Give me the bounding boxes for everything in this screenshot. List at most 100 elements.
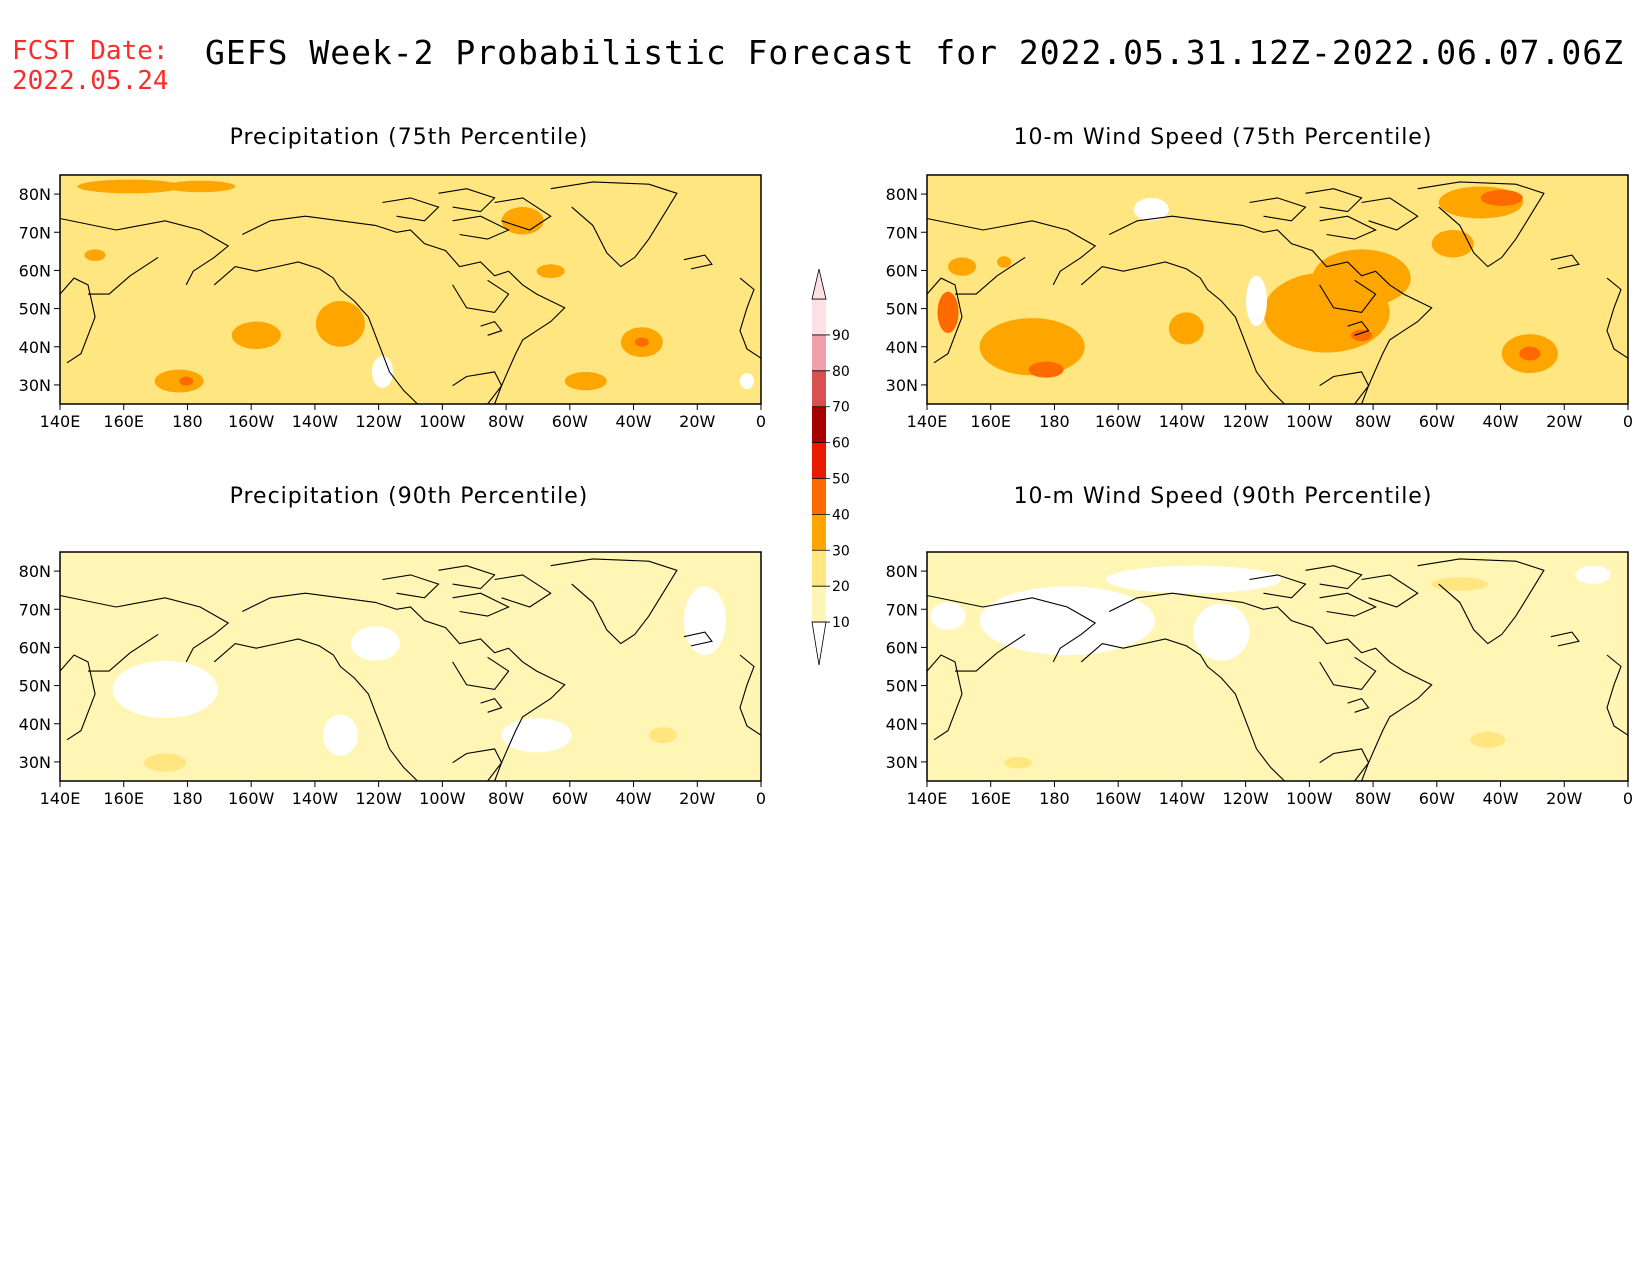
- lon-tick-label: 20W: [1546, 412, 1582, 431]
- coastline: [1550, 254, 1580, 270]
- lon-tick-label: 180: [172, 412, 203, 431]
- lat-tick-label: 80N: [19, 185, 51, 204]
- lon-tick-label: 0: [756, 789, 766, 808]
- coastline: [1417, 558, 1545, 645]
- unshaded-region: [930, 602, 966, 630]
- lat-tick-label: 70N: [19, 600, 51, 619]
- coastline: [452, 279, 510, 313]
- coastline: [213, 261, 418, 405]
- colorbar-label: 60: [832, 436, 850, 452]
- lat-tick-label: 80N: [886, 562, 918, 581]
- lat-tick-label: 30N: [19, 753, 51, 772]
- shaded-region: [948, 257, 977, 276]
- shaded-region: [1004, 756, 1033, 769]
- lon-tick-label: 120W: [1222, 412, 1269, 431]
- coastline: [1249, 574, 1307, 599]
- lon-tick-label: 120W: [1222, 789, 1269, 808]
- lon-tick-label: 180: [1039, 789, 1070, 808]
- shaded-region: [477, 565, 653, 585]
- panel-title-wind75: 10-m Wind Speed (75th Percentile): [1013, 125, 1433, 150]
- coastline: [1347, 697, 1370, 713]
- lon-tick-label: 160W: [1095, 412, 1142, 431]
- map-frame: [926, 174, 1629, 405]
- coastline: [1361, 574, 1419, 608]
- coastline: [1606, 277, 1629, 359]
- lon-tick-label: 140W: [292, 789, 339, 808]
- coastline: [242, 592, 566, 782]
- shaded-region: [634, 337, 649, 347]
- coastline: [494, 197, 552, 231]
- lat-tick-label: 40N: [19, 715, 51, 734]
- lat-tick-label: 50N: [19, 677, 51, 696]
- coastline: [926, 277, 963, 364]
- coastline: [683, 254, 713, 270]
- coastline: [1319, 748, 1370, 782]
- shaded-region: [976, 677, 1131, 747]
- lat-tick-label: 30N: [886, 376, 918, 395]
- shaded-region: [144, 753, 187, 772]
- panel-title-wind90: 10-m Wind Speed (90th Percentile): [1013, 484, 1433, 509]
- shaded-region: [1028, 361, 1064, 378]
- coastline: [59, 654, 96, 741]
- coastline: [955, 633, 1026, 672]
- map-panel-precip90: 140E 160E 180 160W 140W 120W 100W 80W 60W 40W 20W 0…: [19, 551, 766, 808]
- coastline: [1606, 654, 1629, 736]
- colorbar-box: [812, 299, 826, 335]
- coastline: [242, 215, 566, 405]
- shaded-region: [648, 727, 677, 744]
- lon-tick-label: 180: [1039, 412, 1070, 431]
- shaded-region: [287, 209, 464, 279]
- colorbar-box: [812, 334, 826, 371]
- coastline: [1080, 261, 1285, 405]
- lon-tick-label: 40W: [1482, 412, 1518, 431]
- lat-tick-label: 40N: [886, 338, 918, 357]
- lon-tick-label: 140E: [907, 789, 948, 808]
- coastline: [1109, 215, 1433, 405]
- unshaded-region: [739, 373, 754, 390]
- shaded-region: [564, 371, 607, 391]
- colorbar-box: [812, 370, 826, 407]
- lat-tick-label: 80N: [19, 562, 51, 581]
- lon-tick-label: 180: [172, 789, 203, 808]
- coastline: [59, 594, 230, 663]
- shaded-region: [1410, 632, 1565, 724]
- colorbar-box: [812, 586, 826, 623]
- coastline: [382, 574, 440, 599]
- lon-tick-label: 60W: [1419, 789, 1455, 808]
- coastline: [926, 594, 1097, 663]
- shaded-region: [231, 321, 281, 350]
- shaded-region: [1168, 312, 1204, 345]
- panel-title-precip90: Precipitation (90th Percentile): [229, 484, 589, 509]
- coastline: [452, 592, 510, 617]
- colorbar-box: [812, 406, 826, 443]
- lon-tick-label: 0: [1623, 789, 1633, 808]
- lon-tick-label: 140W: [1159, 412, 1206, 431]
- shaded-region: [354, 677, 425, 747]
- shaded-region: [1312, 249, 1411, 307]
- forecast-date-block: FCST Date: 2022.05.24: [12, 36, 169, 96]
- lon-tick-label: 40W: [615, 412, 651, 431]
- lon-tick-label: 80W: [1355, 789, 1391, 808]
- coastline: [1305, 188, 1363, 213]
- map-panel-precip75: 140E 160E 180 160W 140W 120W 100W 80W 60W 40W 20W 0…: [19, 174, 766, 431]
- shaded-region: [130, 595, 411, 646]
- coastline: [683, 631, 713, 647]
- lon-tick-label: 140E: [40, 789, 81, 808]
- unshaded-region: [979, 586, 1155, 656]
- coastline: [1080, 638, 1285, 782]
- lat-tick-label: 60N: [19, 261, 51, 280]
- lon-tick-label: 60W: [1419, 412, 1455, 431]
- unshaded-region: [112, 660, 218, 719]
- shaded-region: [84, 249, 106, 261]
- shaded-region: [154, 369, 204, 393]
- colorbar-box: [812, 478, 826, 515]
- coastline: [382, 197, 440, 222]
- lon-tick-label: 0: [1623, 412, 1633, 431]
- coastline: [1417, 181, 1545, 268]
- coastline: [550, 181, 678, 268]
- coastline: [739, 654, 762, 736]
- unshaded-region: [1575, 565, 1611, 585]
- colorbar-label: 90: [832, 328, 850, 344]
- shaded-region: [95, 558, 236, 582]
